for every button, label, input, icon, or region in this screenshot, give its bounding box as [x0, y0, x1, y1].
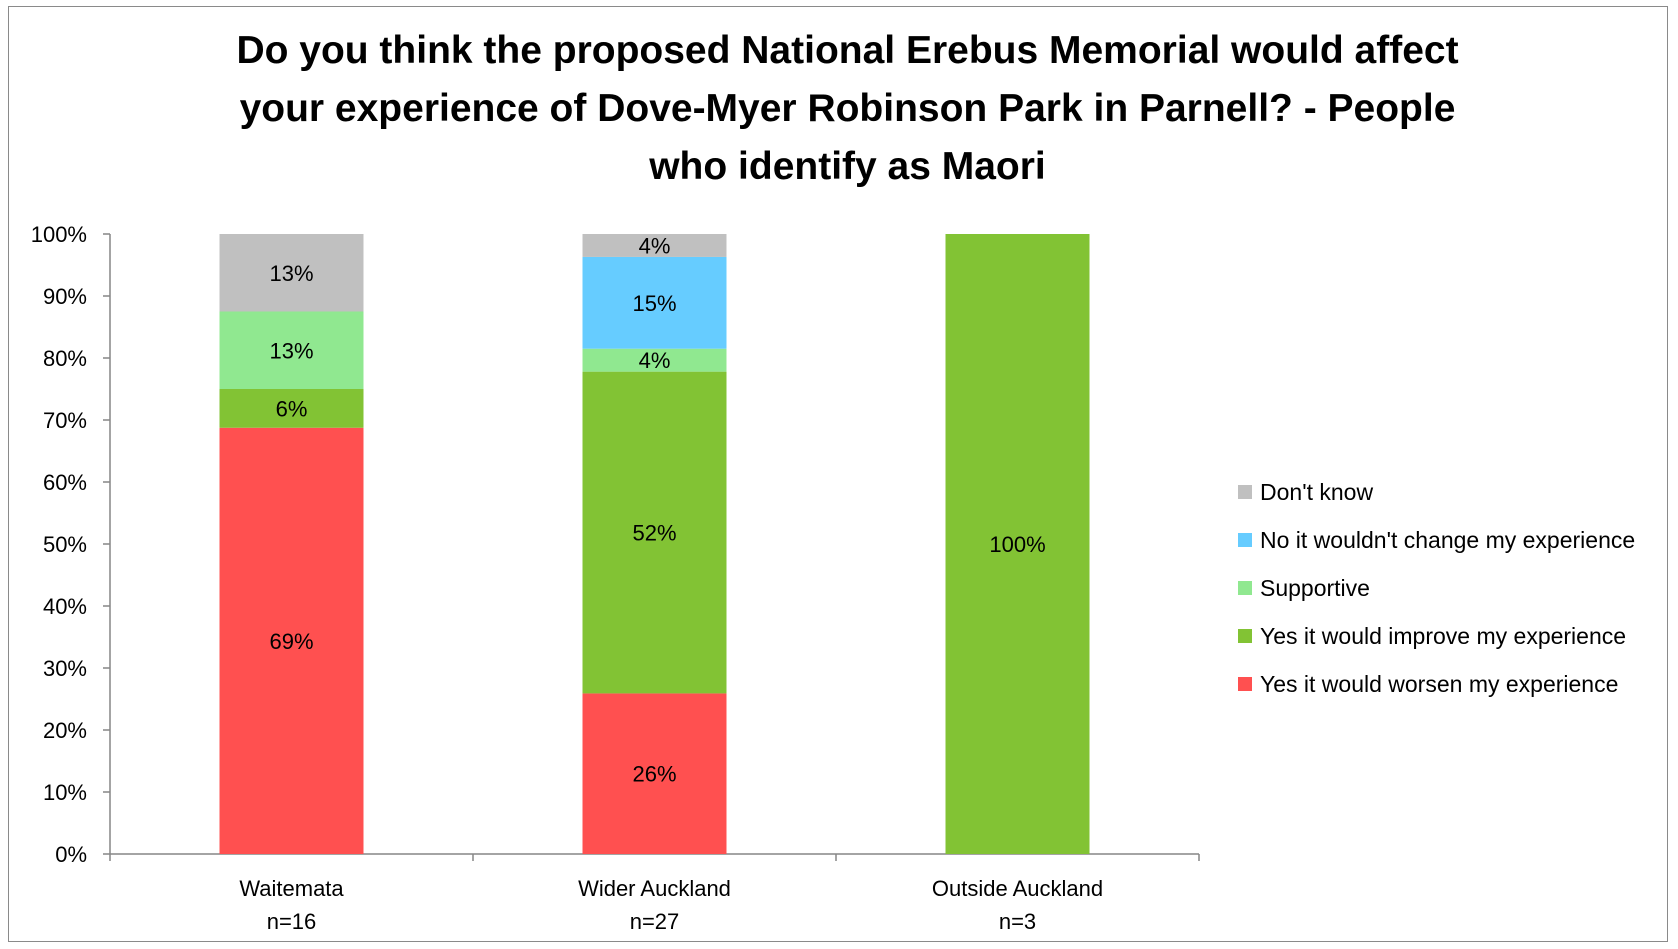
chart-title: Do you think the proposed National Erebu… [236, 29, 1459, 188]
legend-label: Supportive [1260, 574, 1370, 601]
y-tick-label: 90% [43, 284, 87, 309]
category-label: Waitemata [239, 876, 344, 901]
y-tick-label: 60% [43, 470, 87, 495]
bar-segment [582, 234, 727, 257]
chart-frame [8, 6, 1668, 942]
legend-item: Yes it would worsen my experience [1238, 660, 1635, 708]
bar-segment [219, 389, 364, 428]
data-label: 13% [269, 338, 313, 363]
y-tick-label: 10% [43, 780, 87, 805]
category-sublabel: n=27 [630, 909, 680, 934]
legend-item: Yes it would improve my experience [1238, 612, 1635, 660]
y-tick-label: 70% [43, 408, 87, 433]
data-label: 100% [989, 532, 1045, 557]
legend-swatch [1238, 581, 1252, 595]
bar-segment [582, 693, 727, 854]
legend-label: Yes it would improve my experience [1260, 622, 1627, 649]
data-label: 69% [269, 629, 313, 654]
bar-segment [945, 234, 1090, 854]
bar-segment [219, 427, 364, 854]
category-label: Outside Auckland [932, 876, 1103, 901]
data-label: 13% [269, 261, 313, 286]
data-label: 26% [632, 762, 676, 787]
data-label: 52% [632, 521, 676, 546]
legend-swatch [1238, 485, 1252, 499]
legend: Don't know No it wouldn't change my exper… [1238, 468, 1635, 708]
category-label: Wider Auckland [578, 876, 731, 901]
data-label: 15% [632, 291, 676, 316]
bar-segment [582, 256, 727, 349]
y-tick-label: 50% [43, 532, 87, 557]
bar-segment [582, 371, 727, 694]
bar-segment [582, 348, 727, 372]
legend-swatch [1238, 533, 1252, 547]
category-sublabel: n=3 [999, 909, 1036, 934]
y-tick-label: 100% [31, 222, 87, 247]
category-sublabel: n=16 [267, 909, 317, 934]
data-label: 6% [276, 396, 308, 421]
y-tick-label: 20% [43, 718, 87, 743]
bar-segment [219, 311, 364, 389]
legend-item: No it wouldn't change my experience [1238, 516, 1635, 564]
bar-segment [219, 234, 364, 312]
y-tick-label: 80% [43, 346, 87, 371]
legend-swatch [1238, 677, 1252, 691]
y-tick-label: 0% [55, 842, 87, 867]
legend-swatch [1238, 629, 1252, 643]
legend-item: Don't know [1238, 468, 1635, 516]
data-label: 4% [639, 348, 671, 373]
legend-label: No it wouldn't change my experience [1260, 526, 1636, 553]
legend-label: Yes it would worsen my experience [1260, 670, 1619, 697]
data-label: 4% [639, 233, 671, 258]
y-tick-label: 30% [43, 656, 87, 681]
y-tick-label: 40% [43, 594, 87, 619]
legend-label: Don't know [1260, 478, 1374, 505]
legend-item: Supportive [1238, 564, 1635, 612]
